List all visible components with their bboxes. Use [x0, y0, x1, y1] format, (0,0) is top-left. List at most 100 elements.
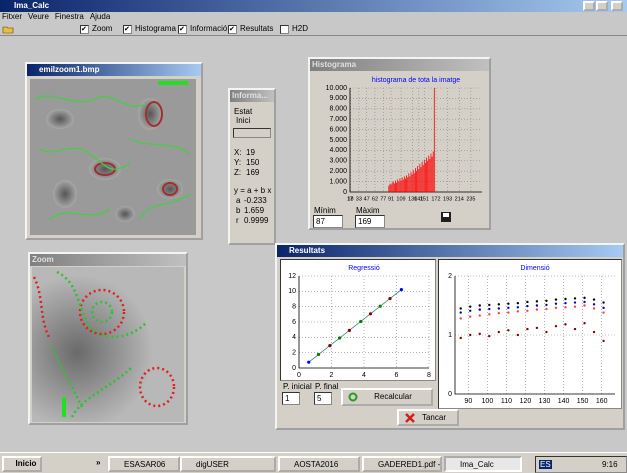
- histogram-chart: histograma de tota la imatge01.0002.0003…: [312, 72, 487, 207]
- point: [488, 304, 490, 306]
- point: [574, 301, 576, 303]
- tray: ES 9:16: [535, 456, 627, 473]
- bar: [407, 177, 408, 192]
- info-key: Z:: [234, 168, 241, 177]
- checkbox[interactable]: ✔: [123, 25, 132, 34]
- point: [517, 334, 519, 336]
- point: [536, 308, 538, 310]
- taskbar-button[interactable]: ESASAR06: [108, 456, 180, 472]
- y-tick-label: 8: [292, 304, 296, 311]
- menu-item[interactable]: Finestra: [55, 12, 84, 21]
- y-tick-label: 2.000: [329, 168, 347, 175]
- point: [498, 303, 500, 305]
- point: [479, 333, 481, 335]
- menu-item[interactable]: Ajuda: [90, 12, 110, 21]
- checkbox-label: Resultats: [240, 24, 273, 33]
- point: [498, 312, 500, 314]
- x-tick-label: 33: [356, 196, 362, 202]
- point: [498, 307, 500, 309]
- minimize-button[interactable]: [583, 1, 595, 11]
- point: [555, 307, 557, 309]
- point: [536, 304, 538, 306]
- max-label: Màxim: [356, 206, 380, 215]
- p-final-input[interactable]: 5: [314, 392, 332, 405]
- y-tick-label: 5.000: [329, 137, 347, 144]
- point: [555, 325, 557, 327]
- point: [564, 306, 566, 308]
- bar: [425, 163, 426, 192]
- checkbox[interactable]: [280, 25, 289, 34]
- recalculate-button[interactable]: Recalcular: [341, 388, 433, 406]
- bar: [408, 173, 409, 192]
- point: [498, 331, 500, 333]
- menu-bar: Fitxer Veure Finestra Ajuda: [0, 12, 627, 23]
- point: [536, 300, 538, 302]
- point: [479, 308, 481, 310]
- point: [460, 307, 462, 309]
- point: [574, 328, 576, 330]
- language[interactable]: ES: [539, 460, 552, 469]
- point: [574, 305, 576, 307]
- point: [564, 302, 566, 304]
- taskbar-label: digUSER: [196, 460, 229, 469]
- y-tick-label: 0: [343, 189, 347, 196]
- x-tick-label: 193: [443, 196, 452, 202]
- info-key: X:: [234, 148, 242, 157]
- x-tick-label: 62: [372, 196, 378, 202]
- checkbox[interactable]: ✔: [228, 25, 237, 34]
- point: [379, 305, 382, 308]
- x-tick-label: 150: [577, 398, 589, 405]
- bar: [432, 157, 433, 192]
- zoom-window-title: Zoom: [30, 254, 186, 266]
- taskbar-button[interactable]: digUSER: [180, 456, 276, 472]
- point: [545, 300, 547, 302]
- y-tick-label: 2: [448, 273, 452, 280]
- point: [583, 301, 585, 303]
- menu-item[interactable]: Fitxer: [2, 12, 22, 21]
- max-input[interactable]: 169: [355, 215, 385, 228]
- restore-button[interactable]: [596, 1, 608, 11]
- min-input[interactable]: 87: [313, 215, 343, 228]
- bar: [423, 165, 424, 192]
- bar: [388, 186, 389, 192]
- bar: [405, 178, 406, 192]
- taskbar-button[interactable]: AOSTA2016: [278, 456, 360, 472]
- checkbox[interactable]: ✔: [178, 25, 187, 34]
- more-button[interactable]: »: [96, 458, 100, 467]
- coef-key: a: [236, 196, 240, 205]
- y-tick-label: 9.000: [329, 95, 347, 102]
- coef-key: b: [236, 206, 240, 215]
- x-tick-label: 90: [464, 398, 472, 405]
- close-results-button[interactable]: Tancar: [397, 409, 459, 426]
- min-label: Mínim: [314, 206, 336, 215]
- menu-item[interactable]: Veure: [28, 12, 49, 21]
- p-final-label: P. final: [315, 382, 338, 391]
- y-tick-label: 12: [288, 273, 296, 280]
- point: [460, 337, 462, 339]
- point: [388, 297, 391, 300]
- taskbar-button[interactable]: Ima_Calc: [444, 456, 522, 472]
- histogram-window-title: Histograma: [310, 59, 489, 71]
- y-tick-label: 6: [292, 319, 296, 326]
- point: [507, 307, 509, 309]
- bar: [402, 177, 403, 192]
- results-window-title: Resultats: [277, 245, 623, 257]
- open-icon[interactable]: [2, 24, 14, 34]
- image-window: emilzoom1.bmp: [25, 62, 203, 240]
- checkbox[interactable]: ✔: [80, 25, 89, 34]
- start-button[interactable]: Inicio: [2, 456, 42, 472]
- regression-chart: Regressió02468101202468: [280, 259, 436, 381]
- point: [602, 340, 604, 342]
- taskbar-button[interactable]: GADERED1.pdf - Ad...: [362, 456, 442, 472]
- save-button[interactable]: [440, 211, 452, 223]
- close-button[interactable]: [611, 1, 623, 11]
- coef-row: a-0.233: [234, 196, 274, 206]
- bar: [418, 169, 419, 192]
- bar: [414, 173, 415, 192]
- point: [479, 304, 481, 306]
- p-initial-input[interactable]: 1: [282, 392, 300, 405]
- bar: [427, 161, 428, 192]
